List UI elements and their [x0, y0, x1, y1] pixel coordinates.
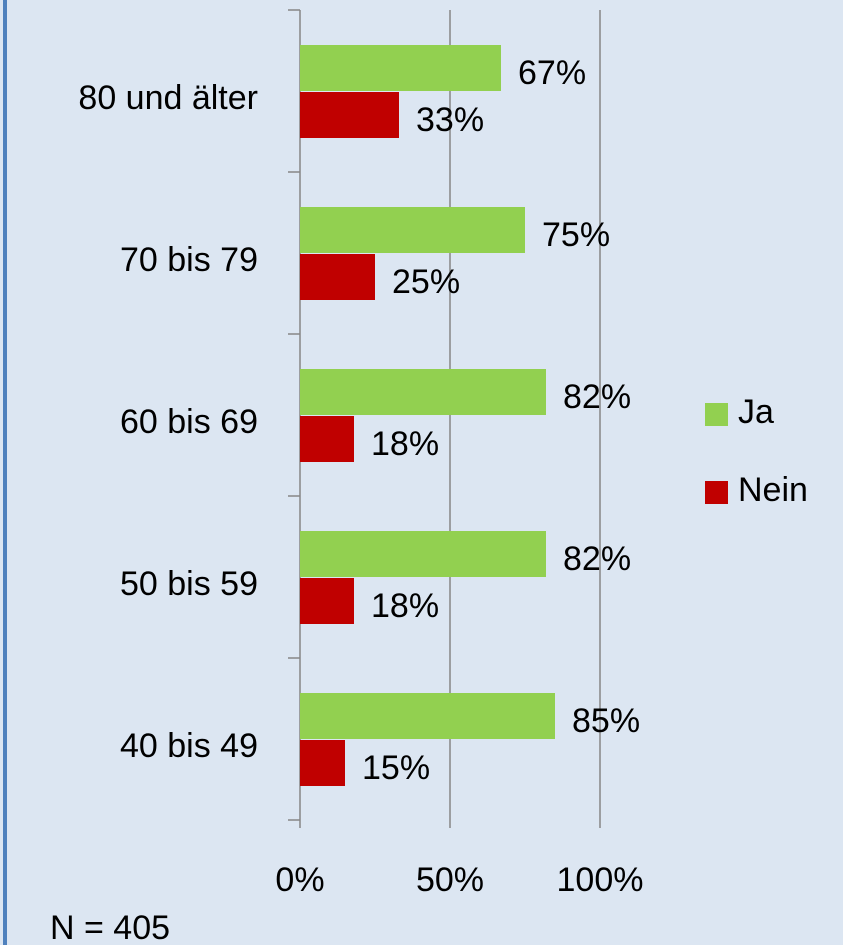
value-label: 75% [542, 216, 610, 254]
bar [300, 693, 555, 739]
value-label: 82% [563, 378, 631, 416]
legend-swatch [705, 403, 728, 426]
bar [300, 740, 345, 786]
x-tick-label: 100% [557, 861, 644, 899]
bar [300, 531, 546, 577]
x-tick-label: 0% [275, 861, 324, 899]
bar [300, 416, 354, 462]
value-label: 18% [371, 587, 439, 625]
value-label: 18% [371, 425, 439, 463]
y-tick-label: 40 bis 49 [120, 727, 258, 765]
bar [300, 254, 375, 300]
y-tick-label: 60 bis 69 [120, 403, 258, 441]
y-tick-label: 80 und älter [78, 79, 258, 117]
legend-label: Ja [738, 393, 774, 431]
annotation: N = 405 [50, 909, 170, 945]
legend-swatch [705, 481, 728, 504]
y-tick-label: 50 bis 59 [120, 565, 258, 603]
value-label: 85% [572, 702, 640, 740]
bar [300, 578, 354, 624]
value-label: 82% [563, 540, 631, 578]
value-label: 25% [392, 263, 460, 301]
x-tick-label: 50% [416, 861, 484, 899]
bar [300, 369, 546, 415]
legend-label: Nein [738, 471, 808, 509]
bar [300, 207, 525, 253]
y-tick-label: 70 bis 79 [120, 241, 258, 279]
value-label: 67% [518, 54, 586, 92]
bar [300, 92, 399, 138]
bar [300, 45, 501, 91]
value-label: 15% [362, 749, 430, 787]
value-label: 33% [416, 101, 484, 139]
